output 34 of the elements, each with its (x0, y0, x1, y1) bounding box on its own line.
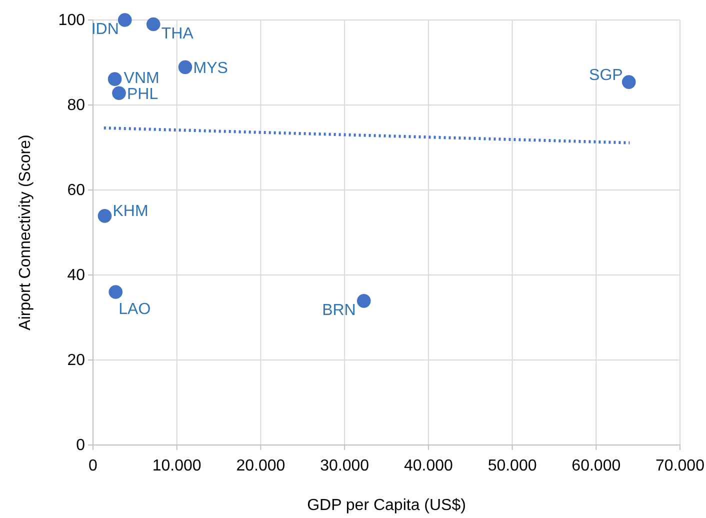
y-tick-label: 40 (67, 267, 86, 284)
annotation: MYS (193, 60, 228, 78)
x-axis-title: GDP per Capita (US$) (307, 497, 466, 514)
annotation: IDN (91, 21, 119, 38)
x-tick-label: 20.000 (236, 458, 286, 475)
annotation: PHL (126, 86, 158, 104)
y-tick-label: 80 (67, 97, 86, 114)
annotation: SGP (589, 67, 623, 84)
annotation: KHM (112, 202, 148, 220)
x-tick-label: 10.000 (152, 458, 202, 475)
annotation: LAO (118, 301, 151, 318)
point (108, 285, 123, 299)
x-tick-label: 70.000 (656, 458, 705, 475)
point (146, 17, 160, 32)
x-tick-label: 40.000 (404, 458, 453, 475)
point (118, 13, 132, 27)
annotation: THA (161, 25, 194, 42)
point (112, 86, 126, 100)
y-tick-label: 0 (76, 437, 86, 454)
point (108, 72, 122, 86)
point (356, 294, 371, 308)
annotation: BRN (322, 302, 356, 319)
y-tick-label: 20 (67, 352, 86, 370)
point (98, 209, 112, 223)
x-tick-label: 60.000 (572, 458, 621, 475)
x-tick-label: 50.000 (488, 458, 537, 475)
point (178, 60, 192, 74)
y-axis-title: Airport Connectivity (Score) (17, 134, 34, 330)
x-tick-label: 30.000 (320, 458, 370, 475)
x-tick-label: 0 (88, 458, 98, 475)
point (622, 75, 636, 89)
y-tick-label: 60 (67, 182, 86, 200)
annotation: VNM (124, 70, 160, 88)
y-tick-label: 100 (58, 12, 86, 30)
